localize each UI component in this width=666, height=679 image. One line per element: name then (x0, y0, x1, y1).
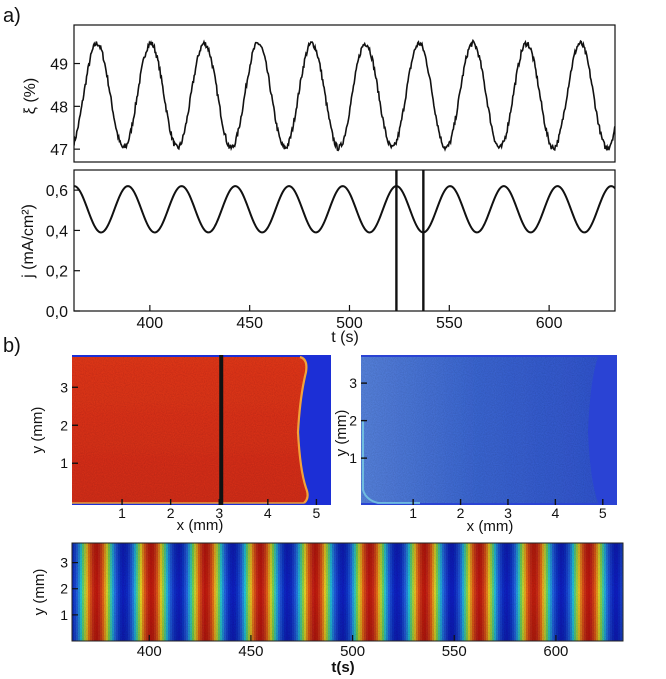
j-y-ticks: 0,0 0,2 0,4 0,6 (46, 183, 80, 321)
red-image-panel: 1 2 3 4 5 1 2 3 x (mm) y (mm) (29, 355, 331, 534)
kymograph-shading (72, 543, 623, 641)
blue-image-x-axis-label: x (mm) (467, 518, 514, 535)
blue-image-y-tick-label: 1 (349, 450, 357, 466)
blue-image-y-ticks: 1 2 3 (349, 375, 367, 466)
blue-image-y-tick-label: 2 (349, 413, 357, 429)
j-y-axis-label: j (mA/cm²) (20, 204, 37, 279)
kymograph-x-ticks: 400 450 500 550 600 (137, 635, 568, 660)
kymograph-y-axis-label: y (mm) (31, 569, 48, 616)
j-series-line (74, 185, 615, 234)
red-image-edge (296, 355, 309, 504)
xi-chart: 47 48 49 ξ (%) (22, 24, 616, 163)
j-x-axis-label: t (s) (331, 329, 359, 346)
red-image-x-tick-label: 2 (167, 505, 175, 521)
kymograph-y-tick-label: 2 (60, 581, 68, 597)
kymograph-x-tick-label: 500 (340, 643, 365, 660)
xi-y-tick-label: 49 (50, 57, 68, 74)
red-image-y-tick-label: 2 (60, 417, 68, 433)
kymograph-y-tick-label: 3 (60, 555, 68, 571)
j-x-tick-label: 400 (137, 315, 164, 332)
j-y-tick-label: 0,2 (46, 264, 68, 281)
kymograph-x-axis-label: t(s) (331, 659, 354, 676)
blue-image-x-tick-label: 2 (457, 505, 465, 521)
j-chart: 0,00,20,40,6 400 450 500 550 600 j (mA/cm²) … (20, 169, 616, 346)
kymograph-x-tick-label: 450 (238, 643, 263, 660)
j-x-tick-label: 600 (536, 315, 563, 332)
j-x-tick-label: 450 (236, 315, 263, 332)
xi-plot-frame (73, 24, 616, 163)
j-x-tick-label: 500 (336, 315, 363, 332)
red-image-y-axis-label: y (mm) (29, 407, 46, 454)
kymograph-x-tick-label: 400 (137, 643, 162, 660)
kymograph-x-tick-label: 600 (543, 643, 568, 660)
xi-y-axis-label: ξ (%) (22, 78, 39, 115)
xi-y-tick-label: 48 (50, 99, 68, 116)
kymograph-y-ticks: 1 2 3 (60, 555, 78, 623)
red-image-region (72, 357, 308, 503)
red-image-y-tick-label: 1 (60, 455, 68, 471)
red-image-x-tick-label: 4 (264, 505, 272, 521)
kymograph-panel: 400 450 500 550 600 1 2 3 t(s) y (mm) (31, 542, 624, 676)
blue-image-x-ticks: 1 2 3 4 5 (409, 499, 607, 521)
xi-y-tick-label: 47 (50, 142, 68, 159)
blue-image-x-tick-label: 5 (599, 505, 607, 521)
panel-label-b: b) (3, 335, 21, 357)
blue-image-x-tick-label: 3 (504, 505, 512, 521)
panel-label-a: a) (3, 5, 21, 27)
xi-y-ticks: 47 48 49 (50, 57, 80, 159)
j-plot-frame (73, 169, 616, 312)
j-x-ticks: 400 450 500 550 600 (137, 305, 563, 332)
red-image-x-tick-label: 5 (313, 505, 321, 521)
blue-image-x-tick-label: 1 (409, 505, 417, 521)
kymograph-frame (71, 542, 624, 642)
blue-image-region (361, 357, 598, 503)
blue-image-panel: 1 2 3 4 5 1 2 3 x (mm) y (mm) (333, 355, 617, 535)
blue-image-y-axis-label: y (mm) (333, 410, 350, 457)
red-image-x-ticks: 1 2 3 4 5 (118, 499, 321, 521)
blue-image-x-tick-label: 4 (551, 505, 559, 521)
blue-image-y-tick-label: 3 (349, 375, 357, 391)
red-image-x-tick-label: 3 (215, 505, 223, 521)
kymograph-x-tick-label: 550 (442, 643, 467, 660)
blue-image-left-edge (362, 420, 420, 504)
j-y-tick-label: 0,6 (46, 183, 68, 200)
red-image-y-ticks: 1 2 3 (60, 379, 78, 471)
red-image-y-tick-label: 3 (60, 379, 68, 395)
kymograph-y-tick-label: 1 (60, 607, 68, 623)
j-y-tick-label: 0,0 (46, 304, 68, 321)
red-image-x-axis-label: x (mm) (177, 517, 224, 534)
red-image-x-tick-label: 1 (118, 505, 126, 521)
j-x-tick-label: 550 (436, 315, 463, 332)
xi-series-line (74, 38, 615, 152)
j-y-tick-label: 0,4 (46, 223, 68, 240)
